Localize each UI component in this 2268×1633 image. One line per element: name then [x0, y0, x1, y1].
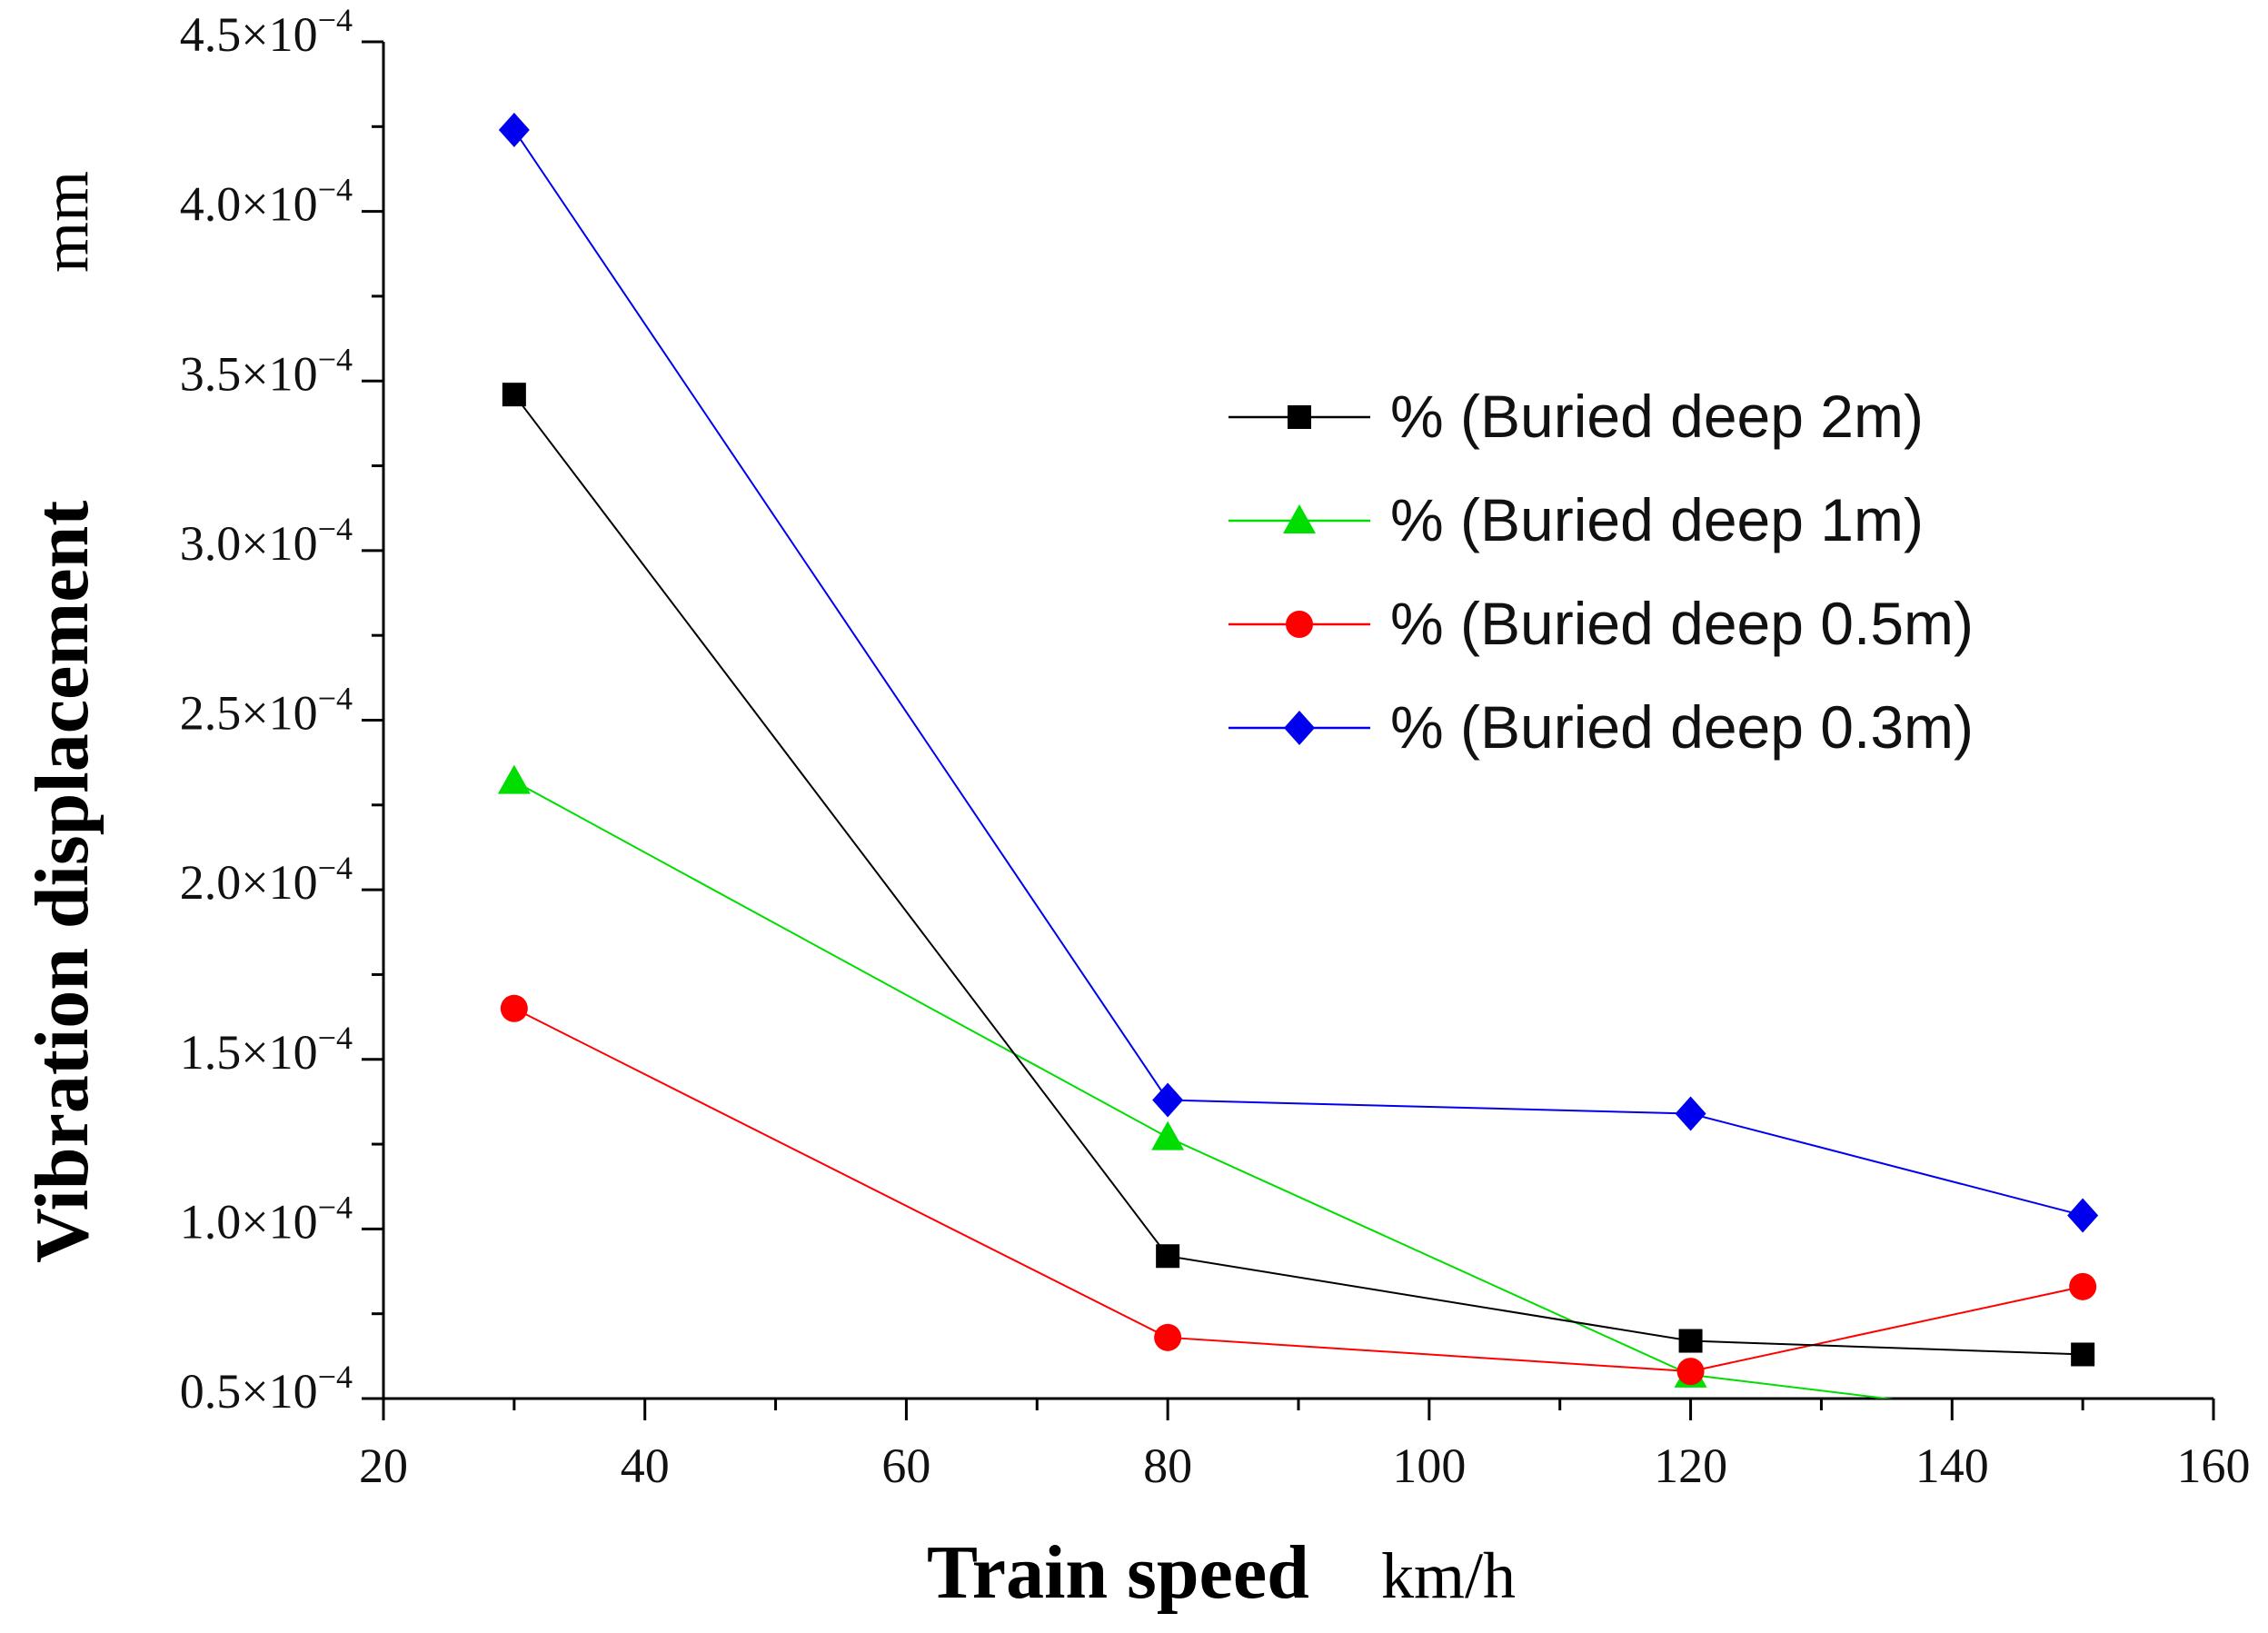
- axis-ticks: 20 40 60 80 100 120 140 160 0.5×10−4 1.0×10−4 1.5×…: [180, 2, 2251, 1493]
- y-tick-label: 2.5×10−4: [180, 681, 353, 741]
- legend-label: % (Buried deep 0.5m): [1390, 590, 1974, 657]
- y-tick-label: 1.0×10−4: [180, 1189, 353, 1249]
- legend-label: % (Buried deep 2m): [1390, 383, 1924, 450]
- legend-label: % (Buried deep 1m): [1390, 486, 1924, 553]
- data-point-0-3: [2071, 1342, 2095, 1367]
- series-line-1: [513, 780, 1895, 1399]
- data-point-1-1: [1151, 1120, 1185, 1150]
- x-tick-label: 60: [881, 1439, 930, 1493]
- y-tick-label: 4.0×10−4: [180, 172, 353, 232]
- y-axis-unit: mm: [29, 171, 102, 273]
- data-point-2-2: [1676, 1358, 1705, 1386]
- legend-marker-1: [1283, 504, 1316, 533]
- y-tick-label: 3.0×10−4: [180, 511, 353, 571]
- legend-label: % (Buried deep 0.3m): [1390, 693, 1974, 761]
- y-tick-label: 0.5×10−4: [180, 1359, 353, 1419]
- x-tick-label: 80: [1143, 1439, 1192, 1493]
- y-axis-title: Vibration displacement: [20, 501, 104, 1263]
- data-point-3-3: [2067, 1198, 2099, 1233]
- x-axis-title: Train speed: [927, 1530, 1309, 1615]
- x-tick-label: 140: [1915, 1439, 1989, 1493]
- series-line-2: [513, 1007, 2084, 1373]
- data-point-3-1: [1152, 1082, 1184, 1118]
- data-point-2-0: [500, 994, 528, 1022]
- data-point-3-2: [1675, 1096, 1706, 1131]
- x-tick-label: 120: [1654, 1439, 1727, 1493]
- data-point-2-3: [2069, 1272, 2097, 1300]
- y-tick-label: 3.5×10−4: [180, 341, 353, 401]
- series-line-3: [513, 129, 2084, 1217]
- markers-group: [497, 113, 2099, 1388]
- y-tick-label: 1.5×10−4: [180, 1020, 353, 1080]
- x-axis-unit: km/h: [1381, 1539, 1516, 1612]
- data-point-2-1: [1154, 1323, 1182, 1351]
- data-point-3-0: [498, 113, 530, 148]
- series-line-0: [513, 393, 2084, 1356]
- x-tick-label: 100: [1392, 1439, 1466, 1493]
- y-tick-label: 2.0×10−4: [180, 850, 353, 910]
- data-point-0-1: [1156, 1244, 1180, 1269]
- y-tick-label: 4.5×10−4: [180, 2, 353, 62]
- series-group: [513, 129, 2084, 1399]
- legend-marker-0: [1288, 405, 1311, 429]
- x-tick-label: 40: [621, 1439, 670, 1493]
- legend: % (Buried deep 2m) % (Buried deep 1m) % (B…: [1228, 383, 1974, 761]
- legend-marker-3: [1284, 711, 1315, 745]
- x-tick-label: 20: [359, 1439, 408, 1493]
- data-point-1-0: [497, 764, 531, 794]
- legend-marker-2: [1286, 611, 1313, 638]
- x-tick-label: 160: [2177, 1439, 2251, 1493]
- data-point-0-0: [502, 383, 526, 407]
- data-point-0-2: [1678, 1329, 1703, 1353]
